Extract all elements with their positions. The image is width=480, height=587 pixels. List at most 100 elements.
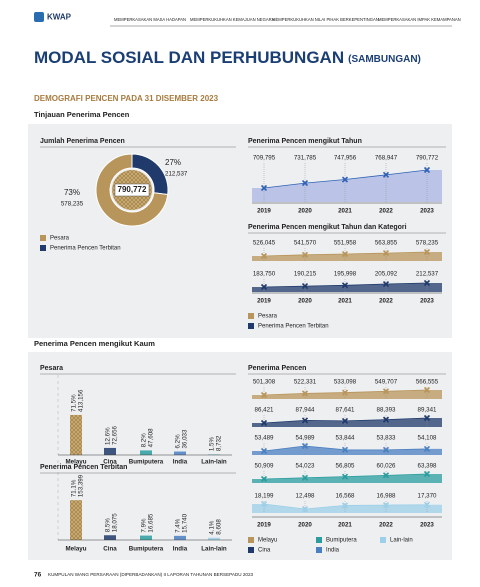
marker [260, 252, 268, 260]
x-tick-label: 2021 [338, 522, 352, 529]
value-label: 709,795 [253, 155, 276, 162]
marker [301, 180, 309, 187]
count-label: 36,033 [182, 429, 189, 448]
marker [423, 386, 431, 394]
value-label: 526,045 [253, 240, 276, 247]
count-label: 18,075 [112, 513, 119, 532]
value-label: 7.4% [175, 518, 182, 533]
value-label: 56,805 [336, 463, 355, 470]
value-label: 1.5% [209, 437, 216, 452]
section-heading: Penerima Pencen mengikut Kaum [34, 339, 155, 348]
x-tick-label: Cina [103, 546, 117, 553]
marker [341, 389, 349, 396]
value-label: 190,215 [294, 271, 317, 278]
marker [301, 417, 309, 424]
legend-label: Cina [258, 548, 271, 554]
value-label: 768,947 [375, 155, 398, 162]
center-label: 790,772 [118, 185, 147, 194]
marker [382, 416, 390, 423]
value-label: 63,398 [418, 463, 437, 470]
marker [382, 388, 390, 395]
value-label: 18,199 [255, 493, 274, 500]
marker [382, 501, 390, 509]
legend-swatch [248, 547, 254, 553]
area [252, 504, 442, 513]
count-label: 578,235 [61, 201, 84, 208]
value-label: 6.2% [175, 434, 182, 449]
x-tick-label: Bumiputera [129, 546, 164, 553]
nav-item[interactable]: MEMPERKUKUHKAN KEMAJUAN NEGARA [190, 17, 275, 22]
value-label: 501,308 [253, 379, 276, 386]
area [252, 446, 442, 455]
x-tick-label: Melayu [66, 546, 87, 553]
value-label: 71.1% [71, 479, 78, 497]
marker [423, 470, 431, 478]
legend-swatch [248, 537, 254, 543]
marker [301, 505, 309, 513]
marker [382, 171, 390, 178]
count-label: 15,740 [182, 513, 189, 532]
legend-label: Penerima Pencen Terbitan [258, 324, 329, 330]
value-label: 566,555 [416, 379, 439, 386]
logo-icon [34, 12, 44, 22]
x-tick-label: India [173, 459, 188, 466]
value-label: 790,772 [416, 155, 439, 162]
marker [260, 475, 268, 483]
nav-item[interactable]: MEMPERKASAKAN MASA HADAPAN [114, 17, 186, 22]
nav-item[interactable]: MEMPERKASAKAN IMPAK KEMAMPANAN [378, 17, 461, 22]
marker [260, 447, 268, 455]
panel-title: Penerima Pencen Terbitan [40, 464, 127, 471]
bar [140, 535, 152, 540]
value-label: 50,909 [255, 463, 274, 470]
area [252, 170, 442, 202]
x-tick-label: 2022 [379, 522, 393, 529]
nav-item[interactable]: MEMPERKUKUHKAN NILAI PIHAK BERKEPENTINGA… [272, 17, 379, 22]
value-label: 578,235 [416, 240, 439, 247]
bar [104, 447, 116, 455]
marker [341, 502, 349, 509]
marker [341, 176, 349, 183]
marker [301, 474, 309, 481]
legend-swatch [248, 323, 254, 329]
value-label: 87,641 [336, 407, 355, 414]
count-label: 8,608 [216, 519, 223, 535]
value-label: 12.6% [105, 427, 112, 445]
legend-label: Penerima Pencen Terbitan [50, 246, 121, 252]
value-label: 549,707 [375, 379, 398, 386]
value-label: 17,370 [418, 493, 437, 500]
legend-label: Lain-lain [390, 538, 413, 544]
value-label: 16,568 [336, 493, 355, 500]
marker [260, 283, 268, 291]
value-label: 16,988 [377, 493, 396, 500]
x-tick-label: 2020 [298, 298, 312, 305]
value-label: 541,570 [294, 240, 317, 247]
panel-title: Penerima Pencen [248, 365, 306, 372]
x-tick-label: 2019 [257, 522, 271, 529]
count-label: 72,656 [112, 425, 119, 444]
value-label: 53,489 [255, 435, 274, 442]
bar [70, 500, 82, 540]
section-heading: Tinjauan Penerima Pencen [34, 110, 130, 119]
logo: KWAP [47, 13, 72, 22]
x-tick-label: Melayu [66, 459, 87, 466]
percent-label: 27% [165, 158, 181, 167]
title: MODAL SOSIAL DAN PERHUBUNGAN [34, 48, 344, 67]
value-label: 60,026 [377, 463, 396, 470]
value-label: 212,537 [416, 271, 439, 278]
count-label: 413,156 [78, 389, 85, 412]
legend-swatch [380, 537, 386, 543]
panel-title: Penerima Pencen mengikut Tahun dan Kateg… [248, 224, 407, 231]
bar [174, 535, 186, 540]
panel [28, 124, 452, 338]
x-tick-label: 2019 [257, 298, 271, 305]
value-label: 54,023 [296, 463, 315, 470]
value-label: 747,956 [334, 155, 357, 162]
value-label: 86,421 [255, 407, 274, 414]
count-label: 16,685 [148, 513, 155, 532]
x-tick-label: 2020 [298, 208, 312, 215]
marker [260, 184, 268, 192]
value-label: 8.2% [141, 433, 148, 448]
marker [341, 417, 349, 424]
value-label: 533,098 [334, 379, 357, 386]
